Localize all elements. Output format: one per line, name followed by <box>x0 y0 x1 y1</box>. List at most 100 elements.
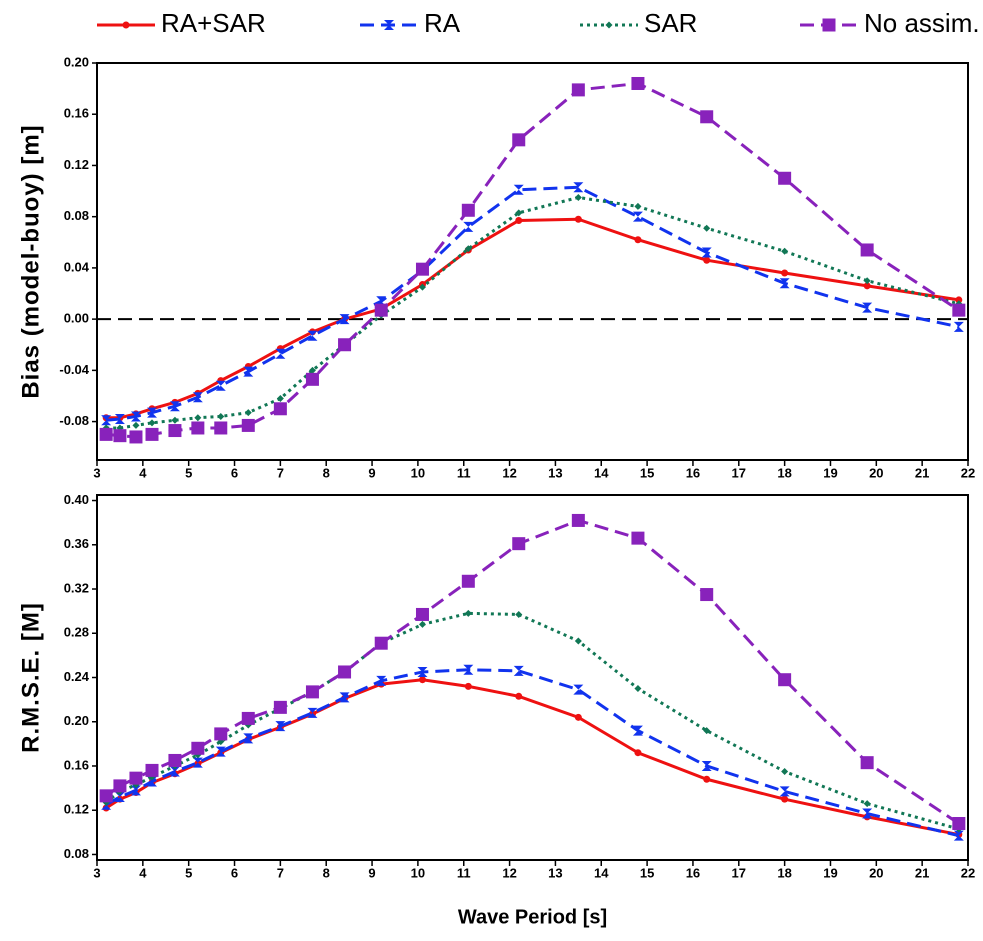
data-point <box>147 407 158 418</box>
data-point <box>276 395 284 403</box>
data-point <box>863 282 871 290</box>
data-point <box>571 83 585 97</box>
data-point <box>781 795 789 803</box>
series-line <box>106 81 960 439</box>
x-tick-label: 4 <box>139 465 147 480</box>
data-point <box>148 419 156 427</box>
x-tick-label: 22 <box>961 865 975 880</box>
data-point <box>145 763 159 777</box>
data-point <box>169 401 180 412</box>
data-point <box>632 725 643 736</box>
data-point <box>339 314 350 325</box>
data-point <box>217 412 225 420</box>
x-tick-label: 17 <box>732 865 746 880</box>
data-point <box>376 675 387 686</box>
data-point <box>634 236 642 244</box>
data-point <box>862 808 873 819</box>
data-point <box>305 372 319 386</box>
data-point <box>778 673 792 687</box>
legend-marker <box>822 18 836 32</box>
data-point <box>463 664 474 675</box>
data-point <box>860 243 874 257</box>
data-point <box>860 756 874 770</box>
data-point <box>461 574 475 588</box>
data-point <box>374 303 388 317</box>
data-point <box>415 607 429 621</box>
data-point <box>863 277 871 285</box>
data-point <box>779 786 790 797</box>
data-point <box>275 348 286 359</box>
x-tick-label: 16 <box>686 465 700 480</box>
data-point <box>464 682 472 690</box>
series-line <box>106 185 960 422</box>
data-point <box>571 513 585 527</box>
data-point <box>192 757 203 768</box>
data-point <box>374 636 388 650</box>
y-axis-label: Bias (model-buoy) [m] <box>17 124 44 398</box>
data-point <box>631 531 645 545</box>
x-tick-label: 22 <box>961 465 975 480</box>
data-point <box>574 193 582 201</box>
data-point <box>191 741 205 755</box>
x-tick-label: 13 <box>548 865 562 880</box>
x-tick-label: 17 <box>732 465 746 480</box>
data-point <box>308 366 316 374</box>
data-point <box>273 700 287 714</box>
data-point <box>634 202 642 210</box>
x-tick-label: 11 <box>457 465 471 480</box>
x-tick-label: 14 <box>594 865 609 880</box>
x-tick-label: 15 <box>640 465 654 480</box>
x-tick-label: 9 <box>368 465 375 480</box>
data-point <box>701 247 712 258</box>
data-point <box>113 429 127 443</box>
legend-marker <box>384 20 394 30</box>
data-point <box>701 760 712 771</box>
x-tick-label: 13 <box>548 465 562 480</box>
data-point <box>781 269 789 277</box>
series-line <box>105 611 960 831</box>
y-tick-label: 0.20 <box>64 54 89 69</box>
data-point <box>130 785 141 796</box>
x-tick-label: 10 <box>411 865 425 880</box>
data-point <box>415 262 429 276</box>
data-point <box>214 421 228 435</box>
data-point <box>631 76 645 90</box>
data-point <box>273 402 287 416</box>
data-point <box>241 711 255 725</box>
data-point <box>952 303 966 317</box>
data-point <box>863 800 871 808</box>
data-point <box>515 692 523 700</box>
legend-marker <box>122 21 130 29</box>
y-tick-label: 0.20 <box>64 713 89 728</box>
data-point <box>464 609 472 617</box>
x-tick-label: 19 <box>823 465 837 480</box>
data-point <box>338 665 352 679</box>
x-tick-label: 9 <box>368 865 375 880</box>
data-point <box>241 418 255 432</box>
y-tick-label: 0.16 <box>64 106 89 121</box>
data-point <box>515 217 523 225</box>
y-tick-label: 0.00 <box>64 311 89 326</box>
x-tick-label: 21 <box>915 865 929 880</box>
x-tick-label: 6 <box>231 865 238 880</box>
data-point <box>243 366 254 377</box>
y-axis-label: R.M.S.E. [M] <box>17 602 44 753</box>
y-tick-label: 0.04 <box>64 259 90 274</box>
data-point <box>513 184 524 195</box>
data-point <box>634 685 642 693</box>
data-point <box>862 302 873 313</box>
data-point <box>130 411 141 422</box>
series-line <box>105 668 960 838</box>
data-point <box>99 789 113 803</box>
y-tick-label: 0.24 <box>64 669 90 684</box>
data-point <box>703 224 711 232</box>
x-axis-label: Wave Period [s] <box>458 906 607 928</box>
legend-marker <box>605 21 613 29</box>
data-point <box>99 427 113 441</box>
y-tick-label: 0.12 <box>64 802 89 817</box>
x-tick-label: 14 <box>594 465 609 480</box>
data-point <box>418 283 426 291</box>
data-point <box>574 713 582 721</box>
data-point <box>464 245 472 253</box>
